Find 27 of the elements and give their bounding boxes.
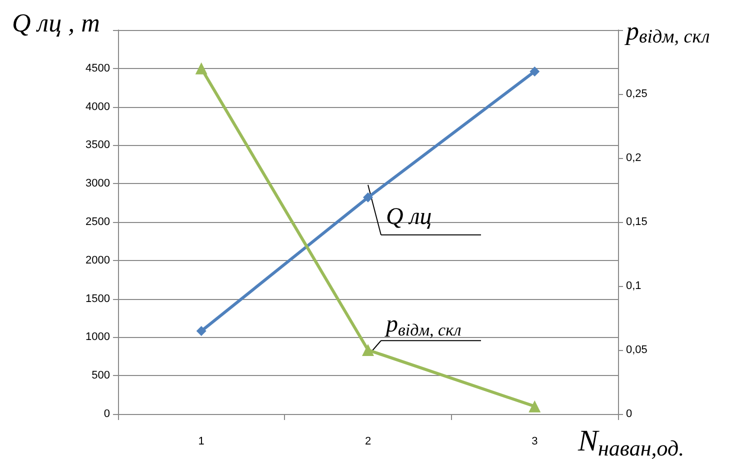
y-tick-label: 3500 [86,139,110,152]
y-tick-label: 500 [92,370,110,382]
point [196,326,206,336]
y2-tick-label: 0,2 [626,152,642,164]
y-tick-label: 4500 [86,62,110,74]
x-tick-label: 2 [364,436,372,448]
y-tick-label: 2000 [86,254,110,266]
x-tick-label: 3 [532,436,538,448]
y2-tick-label: 0,25 [626,88,648,100]
point [195,62,208,74]
y-tick-label: 2500 [86,216,110,228]
point [530,66,540,76]
point [362,344,374,356]
y-tick-label: 0 [104,408,110,420]
point [528,400,541,412]
y2-tick-label: 0,1 [626,280,642,292]
series-label: Q лц [386,204,432,230]
x-tick-label: 1 [198,436,204,448]
y-tick-label: 4000 [86,100,110,113]
y2-tick-label: 0,05 [626,344,648,356]
y-axis-title: Q лц , т [12,8,100,38]
y-tick-label: 1000 [86,331,110,344]
point [363,192,373,202]
y2-tick-label: 0 [626,408,632,420]
y2-tick-label: 0,15 [626,216,648,228]
y-tick-label: 1500 [86,292,110,305]
y-tick-label: 3000 [86,178,110,190]
